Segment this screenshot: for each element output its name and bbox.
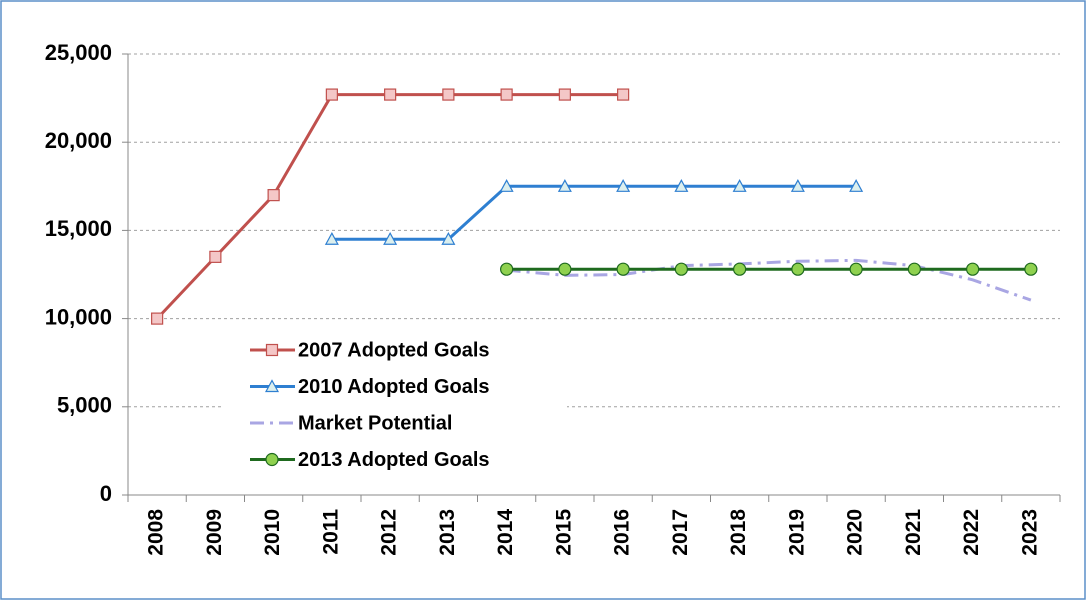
x-tick-label: 2011 (319, 509, 342, 555)
marker (209, 250, 222, 263)
x-tick-group: 2018 (727, 509, 750, 556)
series-line (506, 258, 1032, 302)
x-tick-group: 2016 (611, 509, 634, 556)
marker (324, 231, 339, 245)
marker (733, 262, 747, 276)
series-line (331, 184, 857, 241)
y-tick-label: 0 (100, 481, 112, 506)
x-tick-group: 2019 (785, 509, 808, 556)
x-tick-label: 2012 (378, 509, 401, 556)
x-tick-group: 2017 (669, 509, 692, 556)
x-tick-label: 2010 (261, 509, 284, 556)
y-tick-label: 20,000 (45, 128, 112, 153)
y-tick-label: 10,000 (45, 304, 112, 329)
x-tick-group: 2014 (494, 509, 517, 556)
marker (384, 88, 397, 101)
marker (849, 262, 863, 276)
x-tick-label: 2014 (494, 509, 517, 556)
marker (558, 88, 571, 101)
marker (616, 262, 630, 276)
legend-box (222, 330, 567, 482)
x-tick-group: 2013 (436, 509, 459, 556)
x-tick-label: 2022 (960, 509, 983, 556)
marker (499, 179, 514, 192)
marker (966, 262, 980, 276)
marker (674, 262, 688, 276)
marker (849, 179, 864, 192)
x-tick-label: 2020 (844, 509, 867, 556)
marker (267, 189, 280, 202)
x-tick-label: 2021 (902, 509, 925, 556)
y-tick-label: 15,000 (45, 216, 112, 241)
marker (557, 179, 572, 192)
marker (325, 88, 338, 101)
x-tick-label: 2008 (145, 509, 168, 556)
legend-label: 2013 Adopted Goals (298, 449, 490, 471)
x-tick-label: 2016 (611, 509, 634, 556)
y-tick-label: 25,000 (45, 40, 112, 65)
marker (441, 231, 456, 245)
x-tick-label: 2009 (203, 509, 226, 556)
x-tick-group: 2011 (319, 509, 342, 555)
marker (442, 88, 455, 101)
x-tick-group: 2008 (145, 509, 168, 556)
legend-label: 2007 Adopted Goals (298, 339, 490, 361)
marker (265, 343, 279, 357)
x-tick-group: 2023 (1018, 509, 1041, 556)
marker (500, 262, 514, 276)
x-tick-label: 2017 (669, 509, 692, 556)
x-tick-group: 2022 (960, 509, 983, 556)
marker (907, 262, 921, 276)
x-tick-group: 2015 (552, 509, 575, 556)
x-tick-label: 2023 (1018, 509, 1041, 556)
x-tick-label: 2013 (436, 509, 459, 556)
y-tick-label: 5,000 (57, 393, 112, 418)
marker (264, 379, 280, 393)
legend-label: Market Potential (298, 412, 452, 434)
marker (1024, 262, 1038, 276)
x-tick-group: 2009 (203, 509, 226, 556)
marker (616, 179, 631, 192)
x-tick-group: 2010 (261, 509, 284, 556)
x-tick-label: 2019 (785, 509, 808, 556)
x-tick-group: 2020 (844, 509, 867, 556)
marker (674, 179, 689, 192)
marker (558, 262, 572, 276)
x-tick-group: 2012 (378, 509, 401, 556)
marker (383, 231, 398, 245)
marker (265, 452, 279, 467)
marker (500, 88, 513, 101)
marker (151, 312, 164, 325)
marker (617, 88, 630, 101)
marker (791, 262, 805, 276)
x-tick-label: 2018 (727, 509, 750, 556)
marker (732, 179, 747, 192)
legend-label: 2010 Adopted Goals (298, 376, 490, 398)
x-tick-group: 2021 (902, 509, 925, 556)
marker (790, 179, 805, 192)
x-tick-label: 2015 (552, 509, 575, 556)
